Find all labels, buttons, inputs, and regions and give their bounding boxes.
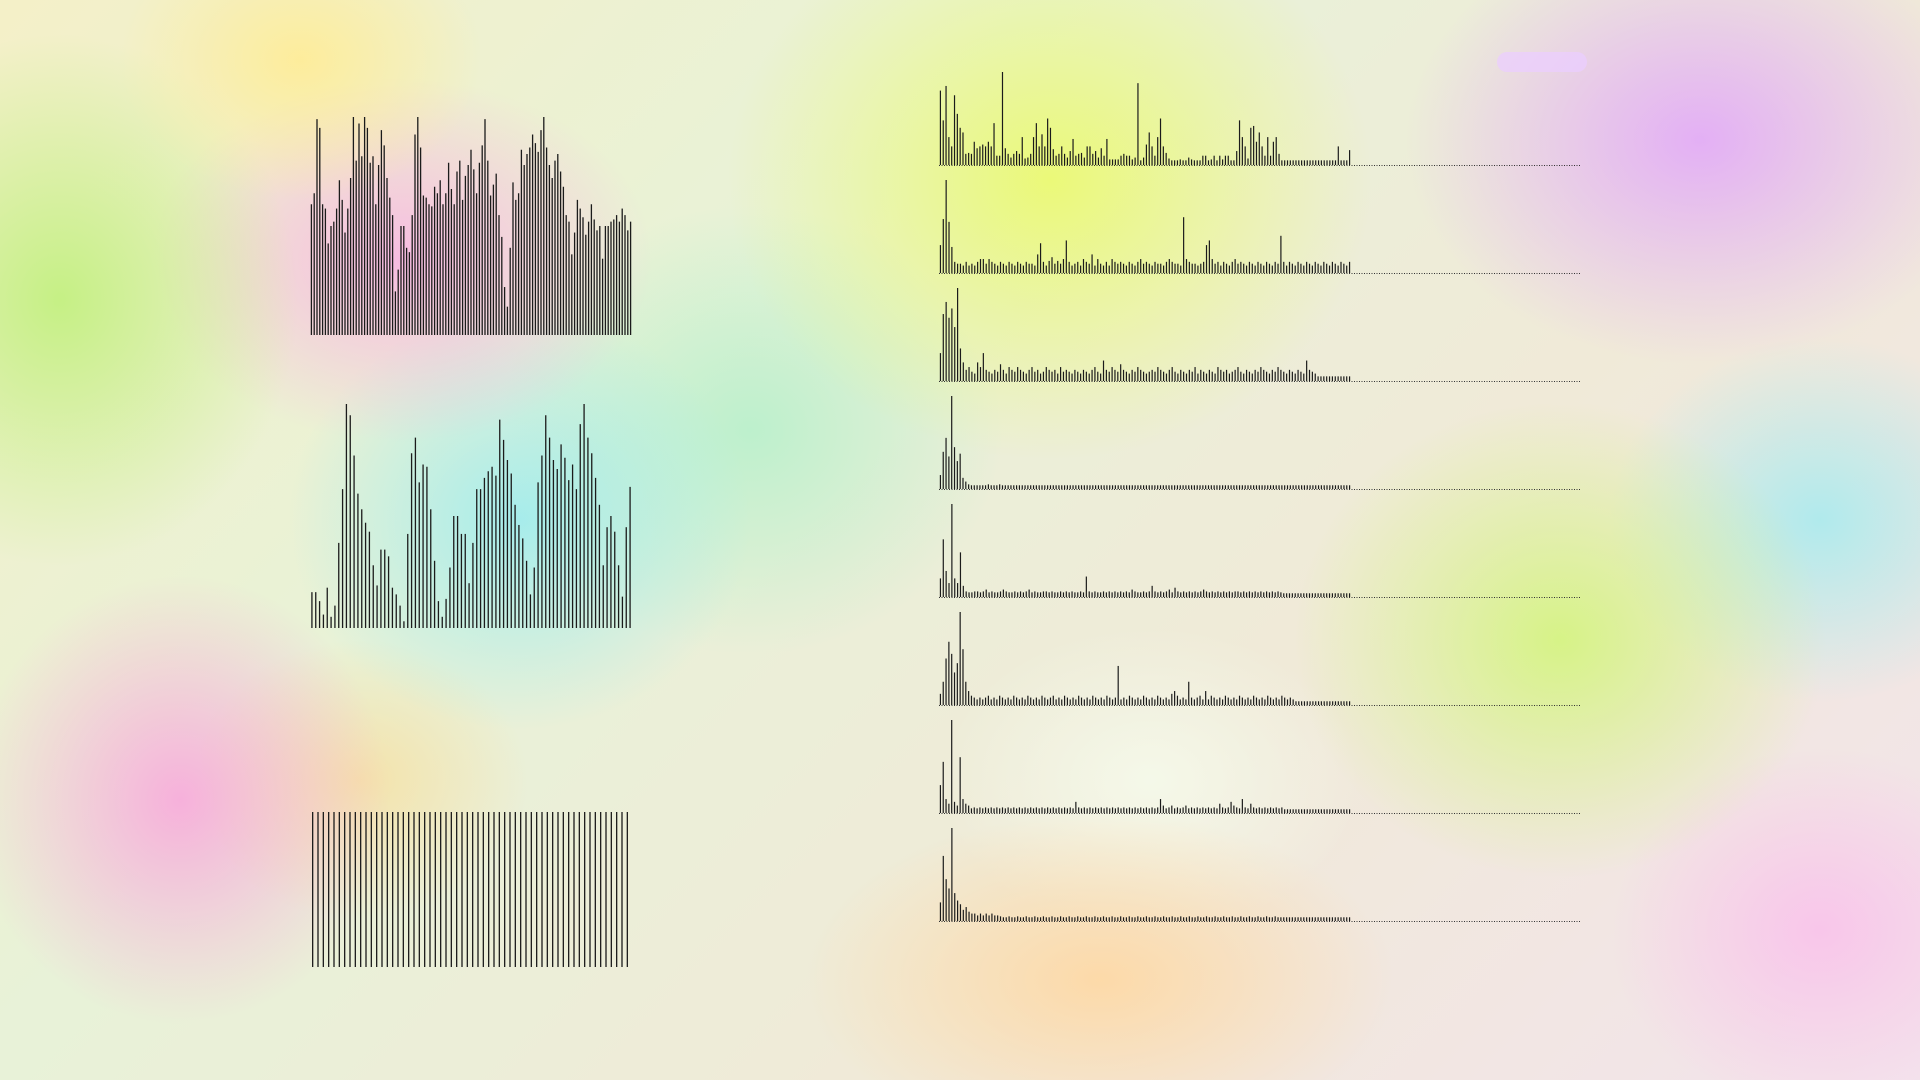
right-row-4-row: [939, 396, 1580, 490]
right-row-2: [939, 180, 1351, 273]
left-panel-3: [312, 812, 628, 967]
right-row-7: [939, 720, 1351, 813]
left-chart-group: [310, 117, 632, 967]
right-row-6: [939, 612, 1351, 705]
right-chart-group: [939, 72, 1580, 922]
right-row-5-row: [939, 504, 1580, 598]
right-row-7-row: [939, 720, 1580, 814]
right-row-4: [939, 396, 1351, 489]
right-row-6-row: [939, 612, 1580, 706]
right-row-2-row: [939, 180, 1580, 274]
right-row-8-row: [939, 828, 1580, 922]
right-row-3-row: [939, 288, 1580, 382]
right-row-1-row: [939, 72, 1580, 166]
right-row-3: [939, 288, 1351, 381]
right-row-1: [939, 72, 1351, 165]
left-panel-1: [310, 117, 632, 335]
right-row-8: [939, 828, 1351, 921]
left-panel-2: [311, 404, 631, 628]
decorative-pill: [1497, 52, 1587, 72]
right-row-5: [939, 504, 1351, 597]
